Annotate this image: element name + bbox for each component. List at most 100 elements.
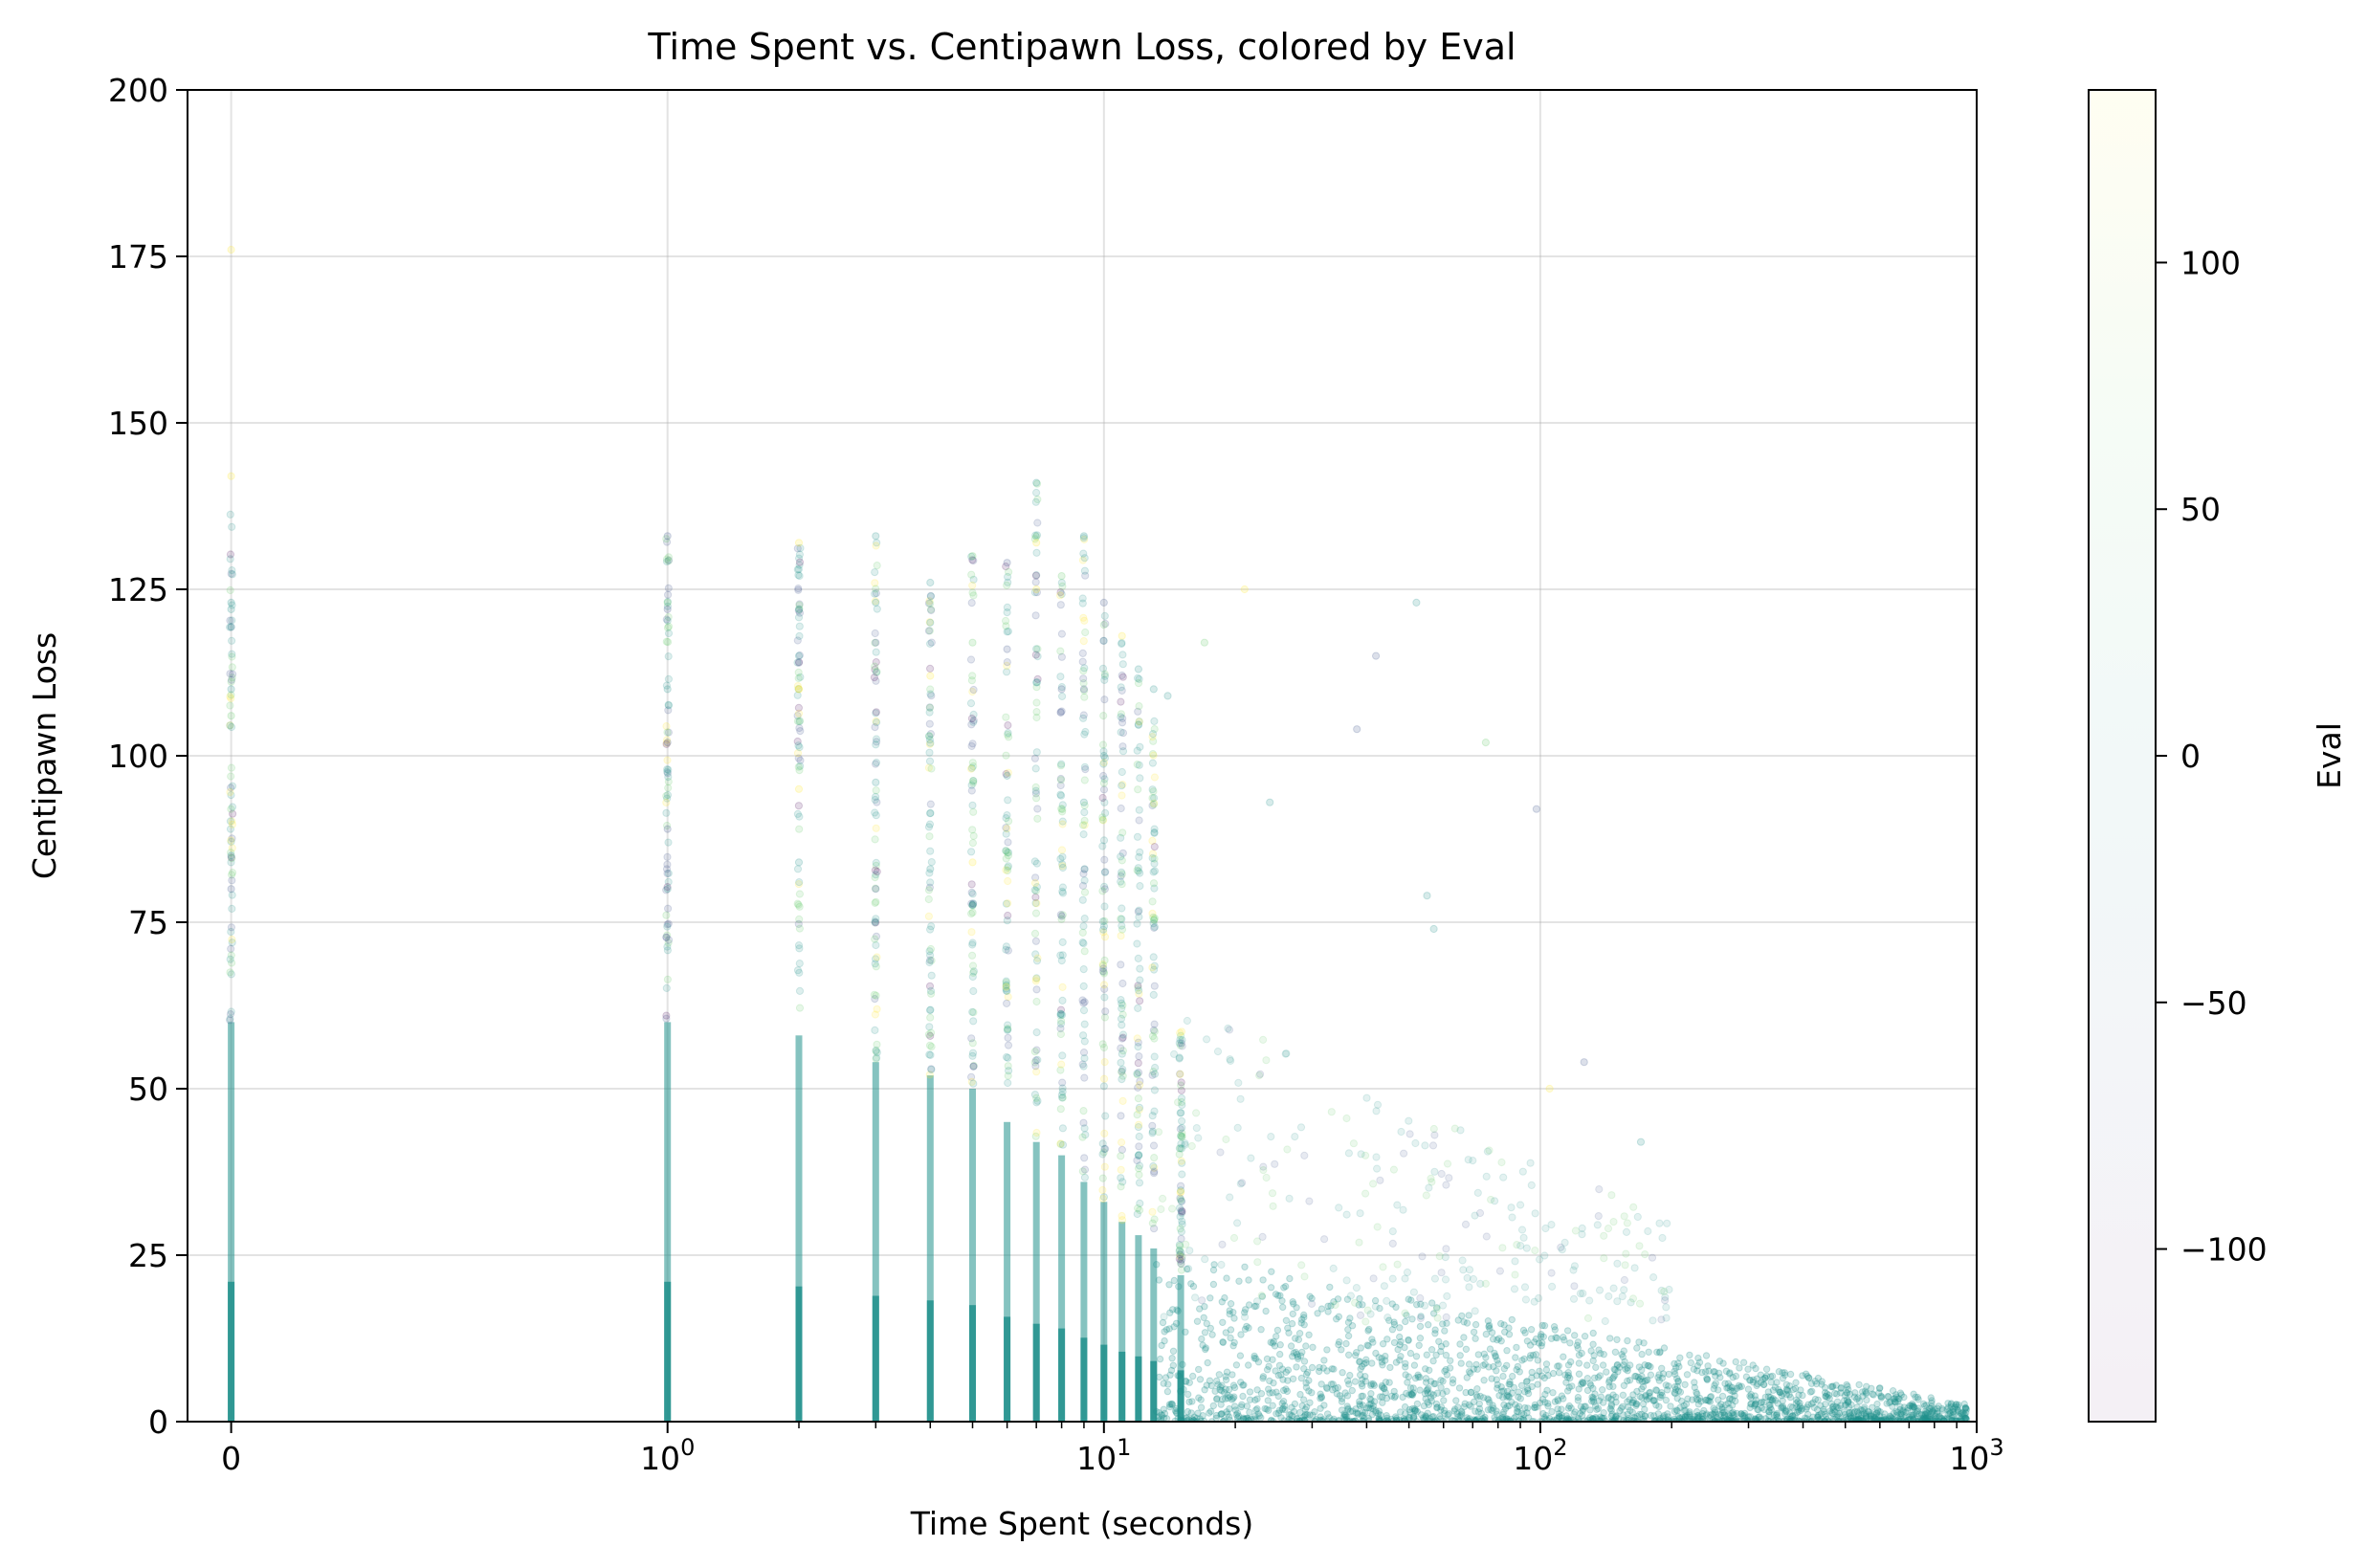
data-point (1641, 1405, 1649, 1414)
dense-points-column (1100, 1202, 1108, 1422)
data-point (1620, 1212, 1628, 1221)
data-point (1032, 539, 1041, 547)
data-point (1361, 1189, 1370, 1198)
data-point (1267, 1284, 1275, 1292)
data-point (1371, 1302, 1380, 1311)
data-point (1170, 1049, 1179, 1059)
dense-points-core (926, 1300, 934, 1422)
data-point (1238, 1179, 1247, 1187)
data-point (1521, 1295, 1531, 1304)
data-point (1057, 957, 1066, 965)
data-point (1198, 1335, 1206, 1343)
data-point (1005, 1067, 1013, 1075)
data-point (1100, 993, 1109, 1002)
data-point (1118, 921, 1126, 930)
data-point (227, 685, 235, 694)
data-point (1612, 1398, 1620, 1406)
data-point (1118, 999, 1126, 1007)
data-point (1148, 801, 1157, 810)
data-point (1870, 1413, 1877, 1421)
data-point (1118, 1034, 1127, 1043)
data-point (1030, 1091, 1040, 1099)
data-point (663, 756, 672, 764)
data-point (1422, 1412, 1429, 1420)
data-point (796, 543, 805, 553)
data-point (1135, 761, 1143, 769)
data-point (1118, 1216, 1127, 1225)
data-point (1176, 1035, 1184, 1044)
data-point (1003, 811, 1011, 820)
data-point (1135, 674, 1143, 684)
data-point (926, 944, 936, 954)
data-point (1908, 1411, 1916, 1419)
data-point (1323, 1346, 1331, 1354)
data-point (1516, 1368, 1524, 1376)
data-point (662, 535, 671, 543)
data-point (1896, 1413, 1905, 1421)
data-point (1259, 1166, 1268, 1175)
data-point (1195, 1365, 1203, 1374)
data-point (1219, 1338, 1228, 1347)
data-point (966, 764, 976, 773)
data-point (1443, 1387, 1450, 1396)
data-point (1479, 1361, 1487, 1369)
data-point (926, 672, 935, 680)
data-point (927, 1043, 936, 1051)
data-point (1134, 1083, 1142, 1093)
data-point (872, 932, 881, 940)
data-point (1293, 1363, 1300, 1371)
data-point (1161, 1328, 1168, 1336)
data-point (1177, 1256, 1185, 1266)
data-point (927, 858, 936, 867)
data-point (1117, 1014, 1126, 1024)
dense-points-core (1100, 1344, 1108, 1422)
data-point (1413, 1407, 1422, 1416)
data-point (925, 736, 935, 744)
data-point (1342, 1339, 1350, 1348)
data-point (1367, 1380, 1376, 1388)
data-point (1279, 1404, 1287, 1412)
data-point (872, 1054, 880, 1063)
data-point (1134, 679, 1143, 688)
data-point (1609, 1373, 1618, 1381)
data-point (1227, 1300, 1235, 1308)
data-point (1681, 1413, 1689, 1421)
data-point (873, 539, 881, 547)
data-point (872, 858, 880, 868)
data-point (227, 722, 236, 732)
dense-points-column (664, 1022, 672, 1422)
data-point (1779, 1375, 1787, 1382)
data-point (1549, 1389, 1557, 1397)
data-point (1269, 1202, 1277, 1210)
data-point (1178, 1207, 1186, 1216)
data-point (662, 798, 671, 807)
data-point (1057, 629, 1067, 638)
data-point (227, 245, 235, 254)
data-point (968, 759, 977, 767)
data-point (1425, 1183, 1433, 1192)
data-point (1100, 1144, 1109, 1154)
data-point (1170, 1323, 1178, 1331)
data-point (1236, 1352, 1245, 1359)
data-point (969, 967, 979, 976)
data-point (1494, 1336, 1501, 1344)
data-point (1594, 1404, 1603, 1413)
data-point (1357, 1365, 1364, 1373)
data-point (1032, 985, 1041, 994)
data-point (1329, 1264, 1338, 1273)
data-point (1747, 1400, 1756, 1408)
data-point (664, 612, 673, 622)
data-point (873, 718, 881, 727)
data-point (1826, 1407, 1834, 1415)
data-point (1118, 673, 1127, 681)
data-point (229, 809, 237, 818)
data-point (1176, 1070, 1184, 1079)
data-point (870, 990, 879, 999)
data-point (1134, 1094, 1143, 1103)
data-point (1175, 1372, 1184, 1380)
data-point (1117, 804, 1125, 813)
data-point (871, 866, 880, 874)
data-point (1379, 1399, 1386, 1406)
data-point (1597, 1393, 1605, 1401)
data-point (1808, 1387, 1816, 1396)
